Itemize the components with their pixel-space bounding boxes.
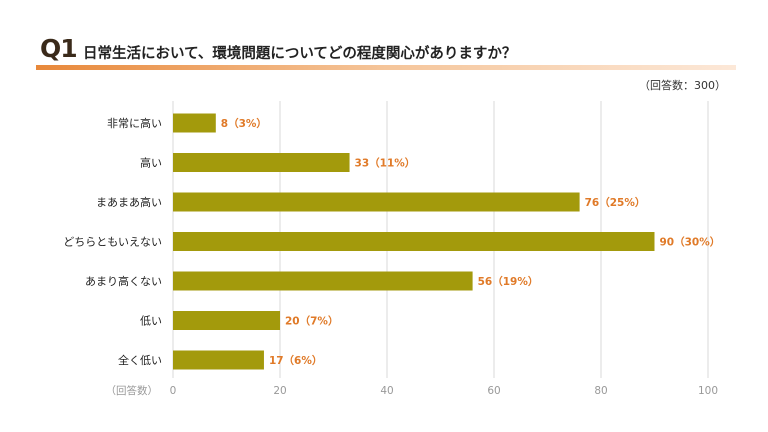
category-label: まあまあ高い [96, 195, 162, 209]
bar [173, 113, 216, 133]
value-label: 76（25%） [585, 196, 646, 209]
category-label: 高い [140, 156, 162, 170]
category-label: どちらともいえない [63, 236, 162, 249]
category-label: 非常に高い [107, 116, 162, 130]
value-label: 33（11%） [355, 157, 416, 170]
header-accent-bar [36, 65, 736, 70]
bar [173, 232, 655, 251]
x-tick-label: 0 [170, 385, 177, 397]
bar [173, 192, 580, 212]
value-label: 8（3%） [221, 117, 267, 130]
category-label: あまり高くない [85, 274, 162, 288]
value-label: 56（19%） [478, 275, 539, 288]
x-axis-label: （回答数） [106, 384, 159, 397]
value-label: 17（6%） [269, 354, 322, 367]
x-tick-label: 80 [594, 385, 607, 397]
bar [173, 311, 280, 330]
bar [173, 153, 350, 172]
chart-header: Q1 日常生活において、環境問題についてどの程度関心がありますか？ （回答数：3… [0, 0, 768, 92]
category-label: 全く低い [118, 353, 162, 367]
x-tick-label: 60 [487, 385, 500, 397]
x-tick-label: 40 [380, 385, 393, 397]
respondent-count: （回答数：300） [639, 79, 726, 92]
bar [173, 350, 264, 370]
category-label: 低い [140, 315, 162, 328]
question-number: Q1 [40, 34, 78, 63]
bar [173, 271, 473, 291]
question-title: 日常生活において、環境問題についてどの程度関心がありますか？ [83, 46, 517, 62]
x-tick-label: 20 [273, 385, 286, 397]
x-tick-label: 100 [698, 385, 718, 397]
value-label: 90（30%） [660, 236, 721, 249]
value-label: 20（7%） [285, 315, 338, 328]
